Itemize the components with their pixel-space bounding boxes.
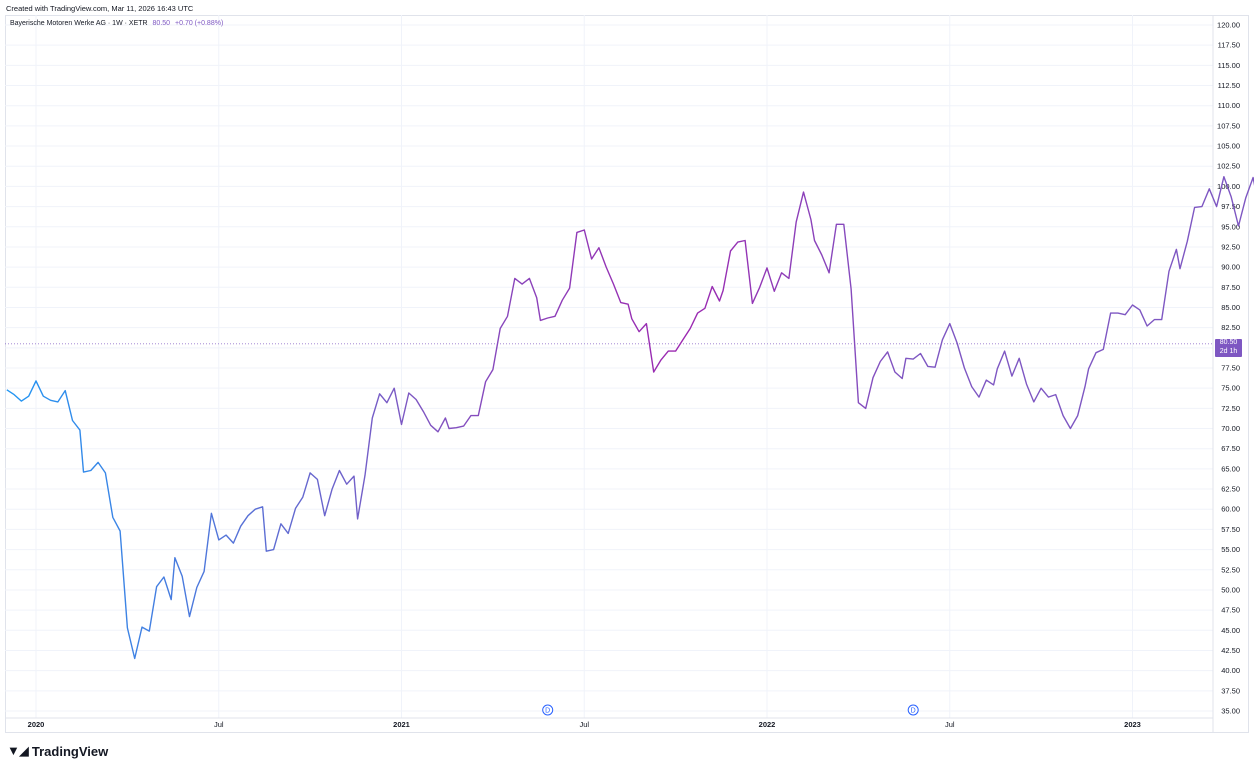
y-tick-label: 75.00 (1221, 384, 1240, 393)
y-tick-label: 52.50 (1221, 565, 1240, 574)
y-tick-label: 90.00 (1221, 263, 1240, 272)
x-tick-label: 2022 (759, 720, 776, 729)
y-tick-label: 82.50 (1221, 323, 1240, 332)
y-tick-label: 112.50 (1218, 81, 1240, 90)
y-tick-label: 77.50 (1221, 364, 1240, 373)
y-tick-label: 45.00 (1221, 626, 1240, 635)
legend-change: +0.70 (+0.88%) (175, 20, 224, 27)
chart-frame[interactable] (5, 15, 1249, 733)
last-price-tag: 80.50 2d 1h (1215, 339, 1242, 357)
y-tick-label: 62.50 (1221, 485, 1240, 494)
y-tick-label: 102.50 (1217, 162, 1240, 171)
tradingview-logo-icon: ▼◢ (7, 743, 29, 758)
bar-countdown: 2d 1h (1219, 347, 1238, 355)
y-tick-label: 60.00 (1221, 505, 1240, 514)
y-tick-label: 72.50 (1221, 404, 1240, 413)
y-tick-label: 97.50 (1221, 202, 1240, 211)
y-tick-label: 47.50 (1221, 606, 1240, 615)
price-series-line[interactable] (6, 84, 1254, 660)
x-tick-label: 2023 (1124, 720, 1141, 729)
y-tick-label: 35.00 (1221, 707, 1240, 716)
x-tick-label: 2020 (28, 720, 45, 729)
y-tick-label: 87.50 (1221, 283, 1240, 292)
y-tick-label: 40.00 (1221, 666, 1240, 675)
last-price-value: 80.50 (1219, 339, 1238, 346)
tradingview-logo-text: TradingView (31, 743, 109, 759)
x-tick-label: Jul (945, 720, 955, 729)
x-tick-label: Jul (579, 720, 589, 729)
y-tick-label: 115.00 (1218, 61, 1240, 70)
created-label: Created with TradingView.com, Mar 11, 20… (6, 4, 194, 13)
y-tick-label: 100.00 (1217, 182, 1240, 191)
x-tick-label: 2021 (393, 720, 410, 729)
y-tick-label: 85.00 (1221, 303, 1240, 312)
y-tick-label: 65.00 (1221, 464, 1240, 473)
y-tick-label: 42.50 (1221, 646, 1240, 655)
tradingview-logo[interactable]: ▼◢ TradingView (7, 743, 108, 759)
dividend-marker-label: D (545, 708, 550, 715)
dividend-marker[interactable] (542, 704, 554, 716)
y-tick-label: 70.00 (1221, 424, 1240, 433)
x-tick-label: Jul (214, 720, 224, 729)
y-tick-label: 37.50 (1221, 686, 1240, 695)
y-tick-label: 117.50 (1218, 41, 1240, 50)
y-tick-label: 110.00 (1218, 101, 1240, 110)
y-tick-label: 57.50 (1221, 525, 1240, 534)
dividend-marker[interactable] (907, 704, 919, 716)
y-tick-label: 120.00 (1217, 21, 1240, 30)
y-tick-label: 50.00 (1221, 585, 1240, 594)
y-tick-label: 107.50 (1217, 121, 1240, 130)
legend-symbol: Bayerische Motoren Werke AG · 1W · XETR (10, 20, 148, 27)
y-tick-label: 92.50 (1221, 242, 1240, 251)
dividend-marker-label: D (911, 708, 916, 715)
chart-legend[interactable]: Bayerische Motoren Werke AG · 1W · XETR … (10, 20, 223, 27)
legend-price: 80.50 (152, 20, 171, 27)
y-tick-label: 95.00 (1221, 222, 1240, 231)
y-tick-label: 67.50 (1221, 444, 1240, 453)
y-tick-label: 55.00 (1221, 545, 1240, 554)
y-tick-label: 105.00 (1217, 142, 1240, 151)
